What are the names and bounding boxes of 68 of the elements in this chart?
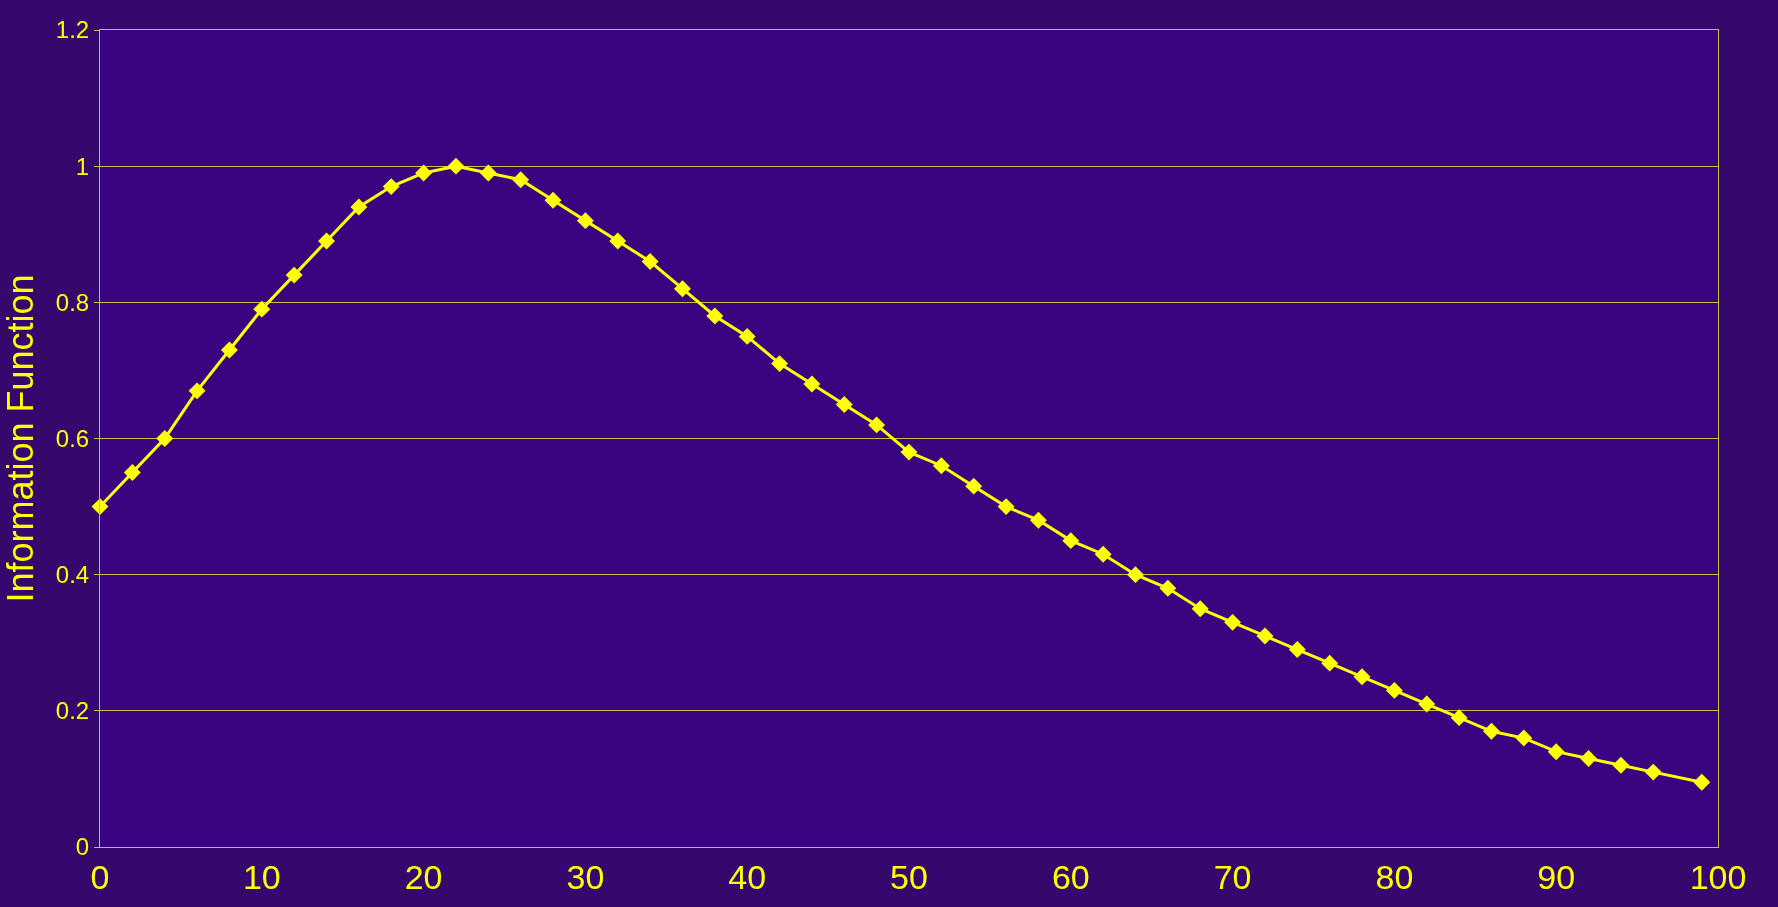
point <box>900 443 918 461</box>
point <box>1644 763 1662 781</box>
point <box>1288 641 1306 659</box>
point <box>1693 773 1711 791</box>
x-tick-label: 90 <box>1537 857 1576 896</box>
x-tick-label: 100 <box>1689 857 1747 896</box>
point <box>1515 729 1533 747</box>
x-tick-label: 30 <box>566 857 605 896</box>
x-tick-label: 80 <box>1375 857 1414 896</box>
point <box>1159 579 1177 597</box>
point <box>253 300 271 318</box>
point <box>512 171 530 189</box>
point <box>706 307 724 325</box>
x-tick-label: 20 <box>404 857 443 896</box>
point <box>123 464 141 481</box>
point <box>156 430 174 447</box>
point <box>835 396 853 413</box>
y-tick-label: 0.8 <box>55 288 90 316</box>
point <box>1191 600 1209 618</box>
point <box>803 375 821 393</box>
point <box>1029 511 1047 529</box>
y-tick-label: 0.2 <box>55 697 90 725</box>
point <box>1256 627 1274 645</box>
point <box>1094 545 1112 563</box>
point <box>544 191 562 209</box>
point <box>1353 668 1371 686</box>
point <box>932 457 950 475</box>
point <box>285 266 303 284</box>
point <box>415 164 433 182</box>
point <box>447 157 465 175</box>
point <box>1612 756 1630 774</box>
point <box>318 232 335 250</box>
point <box>965 477 983 495</box>
point <box>641 253 659 270</box>
point <box>220 341 238 359</box>
point <box>1224 613 1242 631</box>
point <box>382 178 400 196</box>
y-tick-label: 0.6 <box>55 424 90 452</box>
y-tick-label: 1.2 <box>55 16 90 44</box>
point <box>674 280 691 298</box>
point <box>738 327 756 345</box>
x-tick-label: 40 <box>728 857 767 896</box>
y-axis-title: Information Function <box>0 274 41 603</box>
y-tick-label: 1 <box>75 152 90 180</box>
point <box>1483 722 1500 740</box>
point <box>1580 750 1598 767</box>
x-tick-label: 50 <box>890 857 928 896</box>
y-tick-label: 0.4 <box>55 561 90 589</box>
point <box>1385 681 1403 699</box>
point <box>997 498 1015 516</box>
y-tick-label: 0 <box>75 833 90 861</box>
point <box>609 232 627 250</box>
point <box>91 498 109 516</box>
x-tick-label: 70 <box>1213 857 1252 896</box>
point <box>1062 532 1080 550</box>
x-tick-label: 10 <box>242 857 281 896</box>
x-tick-label: 60 <box>1051 857 1090 896</box>
point <box>771 355 789 373</box>
point <box>1547 743 1565 761</box>
point <box>1321 654 1339 672</box>
point <box>1418 695 1436 713</box>
point <box>479 164 497 182</box>
point <box>868 416 886 434</box>
point <box>350 198 368 216</box>
point <box>1450 709 1468 727</box>
point <box>188 382 206 400</box>
point <box>576 212 594 230</box>
point <box>1127 566 1144 584</box>
